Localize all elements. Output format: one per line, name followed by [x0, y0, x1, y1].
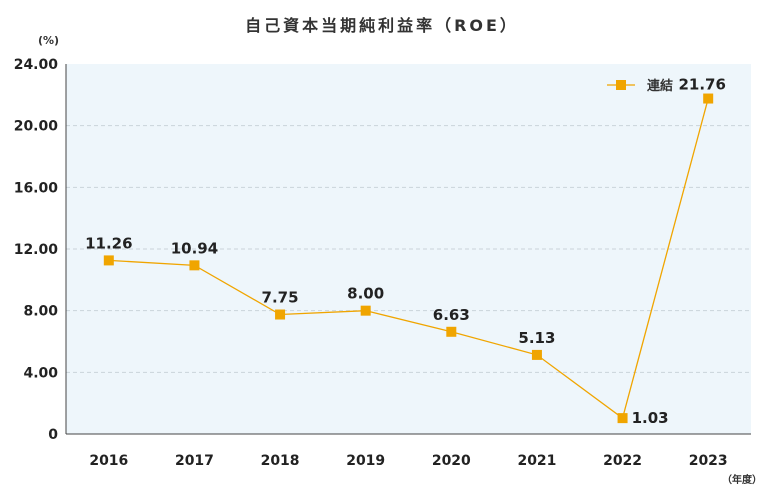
y-tick-label: 12.00: [14, 242, 59, 258]
data-label: 5.13: [518, 329, 555, 347]
data-point: [103, 255, 114, 266]
y-tick-label: 4.00: [23, 365, 58, 381]
data-point: [531, 349, 542, 360]
x-tick-label: 2021: [517, 453, 556, 469]
legend-marker: [616, 80, 626, 90]
data-point: [275, 309, 286, 320]
data-point: [446, 326, 457, 337]
y-tick-label: 0: [48, 427, 58, 443]
data-point: [703, 93, 714, 104]
data-point: [617, 413, 628, 424]
x-tick-label: 2018: [261, 453, 300, 469]
x-tick-label: 2023: [689, 453, 728, 469]
x-tick-label: 2019: [346, 453, 385, 469]
data-label: 21.76: [678, 76, 725, 94]
x-unit-label: （年度）: [722, 475, 762, 486]
data-label: 6.63: [433, 306, 470, 324]
data-point: [189, 260, 200, 271]
x-tick-label: 2022: [603, 453, 642, 469]
data-label: 10.94: [171, 239, 218, 257]
data-label: 11.26: [85, 234, 132, 252]
y-tick-label: 8.00: [23, 304, 58, 320]
legend-label: 連結: [647, 78, 673, 94]
x-tick-label: 2020: [432, 453, 471, 469]
data-label: 1.03: [632, 409, 669, 427]
data-point: [360, 305, 371, 316]
data-label: 7.75: [262, 289, 299, 307]
y-tick-label: 24.00: [14, 57, 59, 73]
y-tick-label: 20.00: [14, 119, 59, 135]
x-tick-label: 2017: [175, 453, 214, 469]
x-tick-label: 2016: [89, 453, 128, 469]
y-unit-label: (%): [38, 34, 60, 47]
series-line: [108, 98, 709, 420]
chart-title: 自己資本当期純利益率（ROE）: [245, 16, 519, 35]
data-label: 8.00: [347, 285, 384, 303]
y-tick-label: 16.00: [14, 180, 59, 196]
